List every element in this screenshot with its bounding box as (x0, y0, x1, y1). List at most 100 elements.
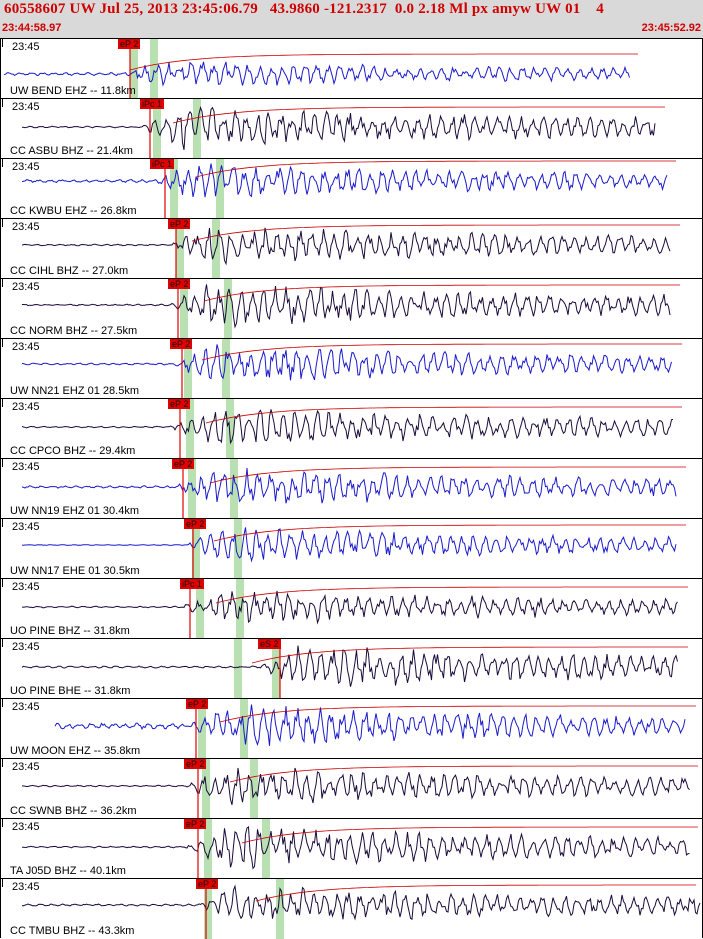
waveform-trace (21, 409, 674, 445)
s-arrival-band (230, 459, 238, 519)
station-label: UW BEND EHZ -- 11.8km (10, 85, 136, 97)
waveform-trace (21, 106, 656, 151)
time-tick (2, 579, 3, 587)
s-arrival-band (276, 879, 284, 939)
waveform-trace (21, 227, 671, 266)
phase-pick-marker[interactable]: eP 2 (168, 219, 191, 229)
waveform-trace (21, 767, 690, 805)
phase-pick-marker[interactable]: eP 2 (170, 339, 193, 349)
phase-pick-marker[interactable]: eP 2 (184, 819, 207, 829)
end-time-label: 23:45:52.92 (641, 22, 701, 34)
p-arrival-band (234, 639, 242, 699)
station-label: CC TMBU BHZ -- 43.3km (10, 925, 135, 937)
p-arrival-band (180, 279, 188, 339)
coda-curve (209, 466, 686, 484)
trace-panel[interactable]: 23:45 iPc 1 UO PINE BHZ -- 31.8km (0, 578, 703, 639)
station-label: CC ASBU BHZ -- 21.4km (10, 145, 133, 157)
waveform-trace (21, 825, 690, 870)
waveform-plot (21, 159, 676, 219)
time-tick (2, 879, 3, 887)
waveform-trace (54, 704, 686, 747)
p-arrival-band (186, 399, 194, 459)
trace-panel[interactable]: 23:45 eP 2 UW NN19 EHZ 01 30.4km (0, 458, 703, 519)
trace-time-label: 23:45 (12, 341, 40, 353)
waveform-trace (21, 467, 677, 504)
trace-panel[interactable]: 23:45 eS 2 UO PINE BHE -- 31.8km (0, 638, 703, 699)
s-arrival-band (262, 819, 270, 879)
time-tick (2, 39, 3, 47)
trace-panel[interactable]: 23:45 eP 2 TA J05D BHZ -- 40.1km (0, 818, 703, 879)
waveform-plot (21, 99, 665, 159)
time-tick (2, 339, 3, 347)
trace-panel[interactable]: 23:45 eP 2 CC CPCO BHZ -- 29.4km (0, 398, 703, 459)
phase-pick-marker[interactable]: eP 2 (172, 459, 195, 469)
trace-panel[interactable]: 23:45 eP 2 CC SWNB BHZ -- 36.2km (0, 758, 703, 819)
coda-curve (129, 53, 638, 71)
trace-time-label: 23:45 (12, 461, 40, 473)
waveform-plot (21, 339, 682, 399)
waveform-plot (54, 699, 696, 759)
s-arrival-band (150, 39, 158, 99)
station-label: TA J05D BHZ -- 40.1km (10, 865, 126, 877)
s-arrival-band (272, 639, 280, 699)
event-header: 60558607 UW Jul 25, 2013 23:45:06.79 43.… (0, 0, 703, 38)
trace-panel[interactable]: 23:45 eP 2 UW MOON EHZ -- 35.8km (0, 698, 703, 759)
waveform-plot (21, 879, 701, 939)
coda-curve (195, 160, 676, 178)
station-label: UW NN21 EHZ 01 28.5km (10, 385, 139, 397)
coda-curve (219, 705, 696, 723)
trace-time-label: 23:45 (12, 401, 40, 413)
phase-pick-marker[interactable]: iPc 1 (150, 159, 175, 169)
start-time-label: 23:44:58.97 (2, 22, 62, 34)
station-label: CC CPCO BHZ -- 29.4km (10, 445, 136, 457)
trace-time-label: 23:45 (12, 881, 40, 893)
phase-pick-marker[interactable]: eP 2 (186, 699, 209, 709)
phase-pick-marker[interactable]: eP 2 (168, 279, 191, 289)
phase-pick-marker[interactable]: iPc 1 (140, 99, 165, 109)
time-tick (2, 819, 3, 827)
trace-panel[interactable]: 23:45 eP 2 UW BEND EHZ -- 11.8km (0, 38, 703, 99)
coda-curve (191, 224, 680, 242)
trace-panel[interactable]: 23:45 eP 2 CC NORM BHZ -- 27.5km (0, 278, 703, 339)
seismogram-traces[interactable]: 23:45 eP 2 UW BEND EHZ -- 11.8km 23:45 iPc 1… (0, 38, 703, 939)
waveform-plot (21, 519, 686, 579)
waveform-trace (21, 884, 701, 921)
station-label: CC SWNB BHZ -- 36.2km (10, 805, 137, 817)
time-tick (2, 639, 3, 647)
coda-curve (255, 884, 696, 902)
trace-time-label: 23:45 (12, 641, 40, 653)
phase-pick-marker[interactable]: eP 2 (196, 879, 219, 889)
p-arrival-band (153, 99, 161, 159)
phase-pick-marker[interactable]: eP 2 (184, 759, 207, 769)
trace-panel[interactable]: 23:45 eP 2 UW NN17 EHE 01 30.5km (0, 518, 703, 579)
p-arrival-band (204, 819, 212, 879)
time-tick (2, 219, 3, 227)
coda-curve (215, 586, 688, 604)
time-tick (2, 399, 3, 407)
trace-panel[interactable]: 23:45 eP 2 CC TMBU BHZ -- 43.3km (0, 878, 703, 939)
phase-pick-marker[interactable]: eP 2 (168, 399, 191, 409)
waveform-plot (21, 579, 688, 639)
coda-curve (203, 284, 680, 302)
p-arrival-band (204, 879, 212, 939)
coda-curve (201, 343, 682, 361)
event-title: 60558607 UW Jul 25, 2013 23:45:06.79 43.… (4, 1, 604, 17)
trace-panel[interactable]: 23:45 eP 2 CC CIHL BHZ -- 27.0km (0, 218, 703, 279)
time-tick (2, 759, 3, 767)
time-tick (2, 159, 3, 167)
phase-pick-marker[interactable]: eP 2 (184, 519, 207, 529)
trace-panel[interactable]: 23:45 eP 2 UW NN21 EHZ 01 28.5km (0, 338, 703, 399)
trace-time-label: 23:45 (12, 41, 40, 53)
phase-pick-marker[interactable]: iPc 1 (180, 579, 205, 589)
s-arrival-band (234, 519, 242, 579)
station-label: UO PINE BHZ -- 31.8km (10, 625, 130, 637)
waveform-plot (21, 399, 682, 459)
waveform-trace (21, 344, 672, 381)
waveform-trace (3, 61, 630, 87)
trace-panel[interactable]: 23:45 iPc 1 CC ASBU BHZ -- 21.4km (0, 98, 703, 159)
trace-time-label: 23:45 (12, 101, 40, 113)
phase-pick-marker[interactable]: eP 2 (118, 39, 141, 49)
coda-curve (213, 524, 686, 542)
trace-panel[interactable]: 23:45 iPc 1 CC KWBU EHZ -- 26.8km (0, 158, 703, 219)
phase-pick-marker[interactable]: eS 2 (258, 639, 281, 649)
